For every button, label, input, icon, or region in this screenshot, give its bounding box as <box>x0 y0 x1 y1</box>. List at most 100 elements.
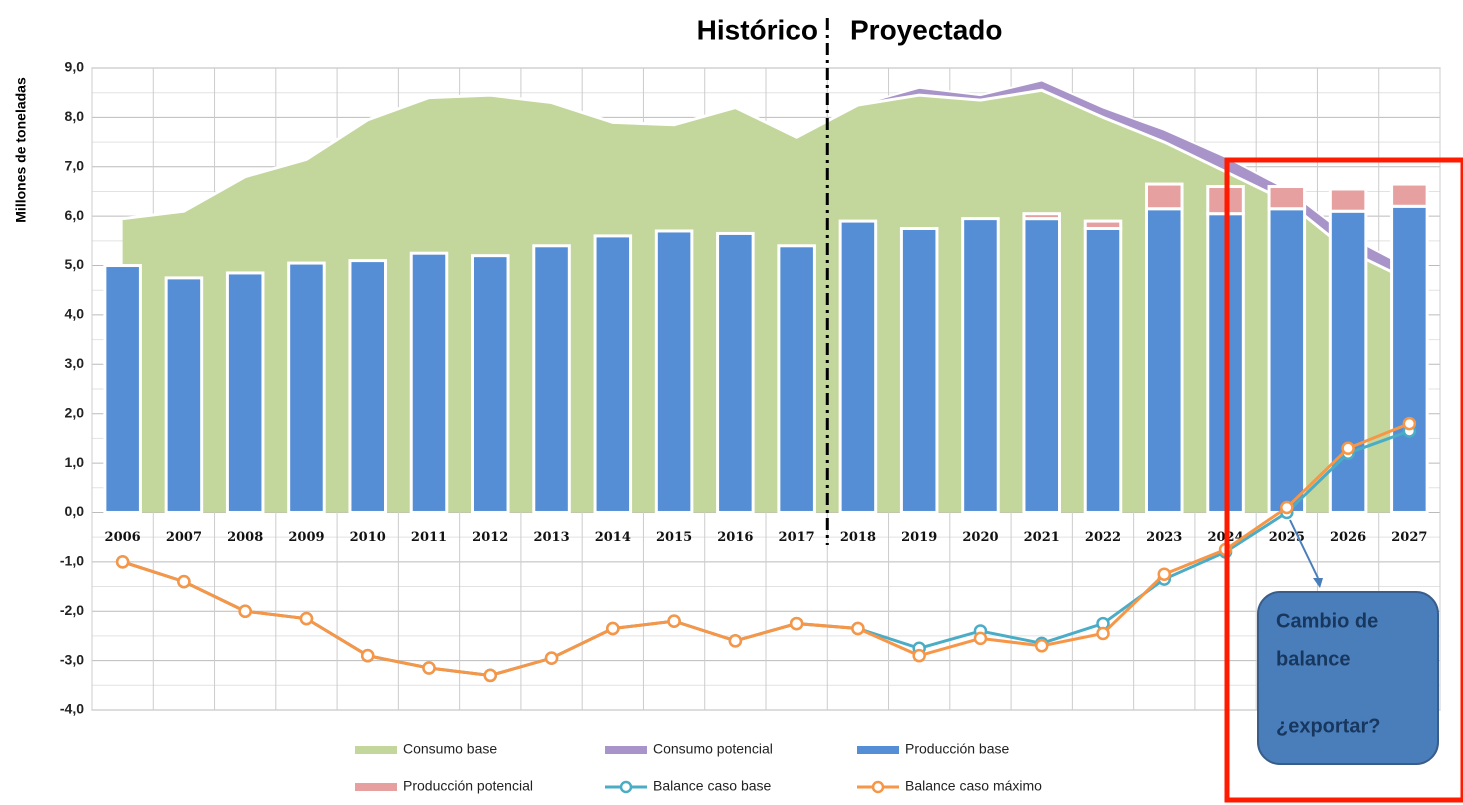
line-marker <box>544 651 559 665</box>
legend-swatch <box>355 783 397 791</box>
bar <box>1328 209 1368 514</box>
callout-box <box>1257 591 1439 765</box>
bar <box>654 229 694 514</box>
x-tick-label: 2007 <box>166 530 202 545</box>
legend-swatch-marker <box>619 780 633 794</box>
x-tick-label: 2011 <box>411 530 447 545</box>
bar <box>348 259 387 514</box>
bar <box>225 271 265 514</box>
line-marker <box>177 574 191 589</box>
legend-label: Consumo potencial <box>653 741 773 757</box>
legend-swatch <box>857 746 899 754</box>
line-marker <box>851 621 865 636</box>
x-tick-label: 2026 <box>1330 530 1366 545</box>
bar <box>1022 212 1061 221</box>
y-tick-label: -3,0 <box>60 651 84 667</box>
line-marker <box>1341 441 1355 456</box>
bar <box>899 227 939 514</box>
x-tick-label: 2014 <box>595 530 631 545</box>
x-tick-label: 2027 <box>1391 530 1427 545</box>
line-marker <box>1402 416 1417 431</box>
line-5 <box>122 422 1410 677</box>
callout-text: Cambio de <box>1276 610 1378 632</box>
x-tick-label: 2023 <box>1146 530 1182 545</box>
legend-label: Producción potencial <box>403 778 533 794</box>
bar <box>1145 182 1184 211</box>
bar <box>103 264 142 514</box>
y-tick-label: -2,0 <box>60 602 84 618</box>
x-tick-label: 2008 <box>227 530 263 545</box>
line-marker <box>1096 626 1110 641</box>
line-marker <box>299 611 314 626</box>
y-tick-label: -4,0 <box>60 701 84 717</box>
x-tick-label: 2016 <box>717 530 753 545</box>
line-marker <box>1034 639 1049 653</box>
x-tick-label: 2019 <box>901 530 937 545</box>
x-tick-label: 2020 <box>962 530 998 545</box>
bar <box>716 231 755 514</box>
y-tick-label: 9,0 <box>65 59 85 75</box>
bar <box>532 244 571 514</box>
bar <box>471 254 510 514</box>
line-marker <box>973 631 988 646</box>
y-tick-label: 4,0 <box>65 306 85 322</box>
bar <box>1328 187 1368 213</box>
x-tick-label: 2018 <box>840 530 876 545</box>
bar <box>1083 227 1123 514</box>
y-tick-label: 2,0 <box>65 404 85 420</box>
x-tick-label: 2015 <box>656 530 692 545</box>
line-marker <box>606 621 620 636</box>
bar <box>1390 204 1429 514</box>
y-tick-label: 6,0 <box>65 207 85 223</box>
line-marker <box>115 555 130 569</box>
line-marker <box>667 614 681 628</box>
x-tick-label: 2009 <box>288 530 324 545</box>
x-tick-label: 2022 <box>1085 530 1121 545</box>
y-tick-label: 1,0 <box>65 454 85 470</box>
line-marker <box>1280 500 1294 515</box>
y-tick-label: 3,0 <box>65 355 85 371</box>
bar <box>593 234 633 514</box>
line-marker <box>789 616 804 631</box>
legend-label: Consumo base <box>403 741 497 757</box>
legend-label: Balance caso máximo <box>905 778 1042 794</box>
x-tick-label: 2010 <box>350 530 386 545</box>
x-tick-label: 2012 <box>472 530 508 545</box>
callout-text: ¿exportar? <box>1276 715 1380 737</box>
bar <box>409 251 449 514</box>
y-axis-label: Millones de toneladas <box>13 77 29 223</box>
bar <box>1267 207 1307 514</box>
legend-swatch-marker <box>871 780 885 794</box>
line-marker <box>360 648 375 663</box>
line-marker <box>912 648 926 663</box>
callout-arrowhead <box>1313 578 1323 588</box>
legend-label: Balance caso base <box>653 778 772 794</box>
legend-label: Producción base <box>905 741 1010 757</box>
line-marker <box>422 661 436 675</box>
x-tick-label: 2006 <box>105 530 141 545</box>
highlight-box <box>1224 157 1463 803</box>
annotation-historico: Histórico <box>697 14 818 45</box>
bar <box>838 219 878 514</box>
bar <box>1022 217 1061 514</box>
line-marker <box>728 634 743 648</box>
legend-swatch <box>355 746 397 754</box>
bar <box>164 276 204 514</box>
bar <box>1083 219 1123 230</box>
callout-text: balance <box>1276 648 1350 670</box>
bar <box>287 261 326 514</box>
y-tick-label: 7,0 <box>65 157 85 173</box>
y-tick-label: 0,0 <box>65 503 85 519</box>
bar <box>1145 207 1184 514</box>
area-edge <box>122 88 1411 282</box>
bar <box>777 244 816 514</box>
annotation-proyectado: Proyectado <box>850 14 1003 45</box>
line-marker <box>483 668 498 683</box>
line-marker <box>1157 567 1172 581</box>
line-marker <box>238 604 252 618</box>
x-tick-label: 2013 <box>533 530 569 545</box>
bar <box>961 217 1000 514</box>
bar <box>1390 182 1429 208</box>
legend-swatch <box>605 746 647 754</box>
